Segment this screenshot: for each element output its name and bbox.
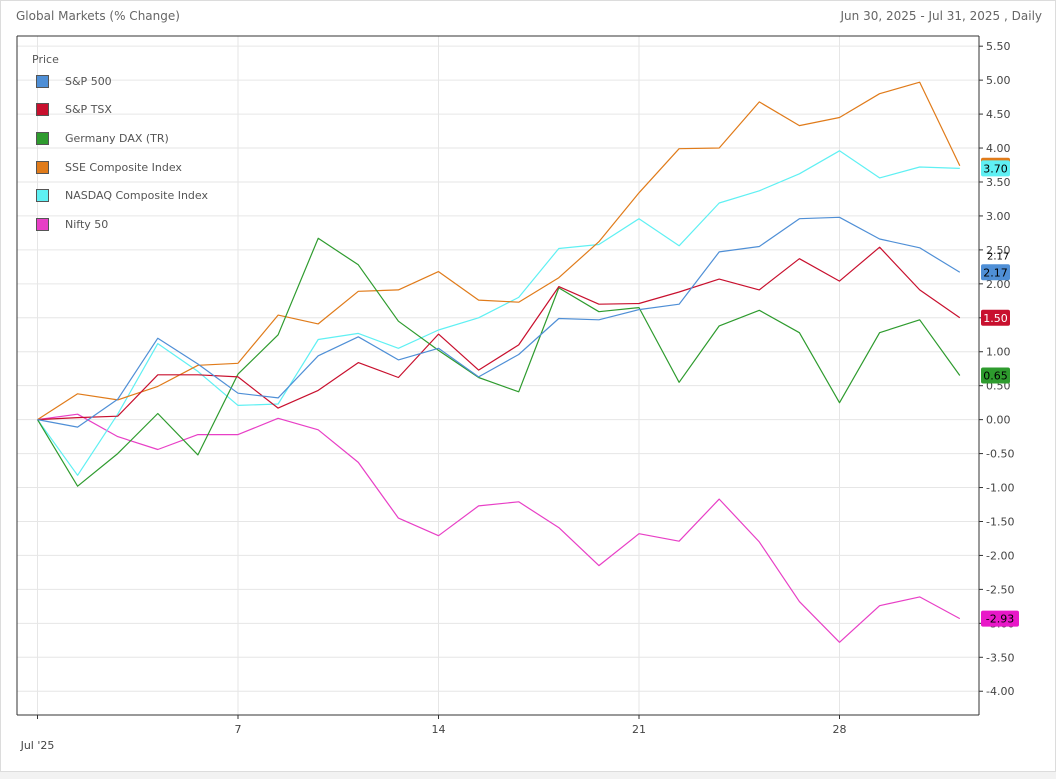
legend-item[interactable]: Germany DAX (TR): [32, 131, 208, 160]
y-tick-label: 4.50: [986, 108, 1011, 121]
y-tick-label: 3.50: [986, 176, 1011, 189]
x-tick-label: 28: [833, 723, 847, 736]
legend-swatch: [36, 74, 49, 88]
x-tick-label: 21: [632, 723, 646, 736]
series-line-nifty-50[interactable]: [37, 413, 961, 643]
legend: Price S&P 500 S&P TSX Germany DAX (TR) SSE …: [32, 53, 208, 246]
series-line-sse-composite-index[interactable]: [37, 81, 961, 421]
y-tick-label: 1.00: [986, 346, 1011, 359]
legend-label: Nifty 50: [65, 217, 109, 231]
y-tick-label: 5.50: [986, 40, 1011, 53]
legend-item[interactable]: Nifty 50: [32, 217, 208, 246]
legend-swatch: [36, 217, 49, 231]
x-tick-label: 14: [432, 723, 446, 736]
last-value-tag: [981, 264, 1010, 281]
last-value-label: 0.65: [983, 370, 1008, 383]
chart-title: Global Markets (% Change): [16, 9, 180, 23]
y-tick-label: -1.00: [986, 482, 1014, 495]
last-value-tag: [981, 610, 1019, 627]
legend-label: SSE Composite Index: [65, 160, 182, 174]
last-value-label: 2.17: [983, 266, 1008, 279]
crosshair-label: 2.17: [987, 251, 1009, 262]
y-tick-label: -0.50: [986, 448, 1014, 461]
legend-label: S&P TSX: [65, 103, 112, 117]
legend-swatch: [36, 103, 49, 117]
legend-item[interactable]: S&P TSX: [32, 103, 208, 132]
y-tick-label: -2.00: [986, 549, 1014, 562]
last-value-label: 1.50: [983, 312, 1008, 325]
last-value-tag: [981, 309, 1010, 326]
y-tick-label: 5.00: [986, 74, 1011, 87]
last-value-label: 3.70: [983, 162, 1008, 175]
y-tick-label: 0.00: [986, 414, 1011, 427]
y-tick-label: -2.50: [986, 583, 1014, 596]
legend-item[interactable]: NASDAQ Composite Index: [32, 188, 208, 217]
series-line-s-p-500[interactable]: [37, 216, 961, 428]
legend-swatch: [36, 189, 49, 203]
legend-item[interactable]: S&P 500: [32, 74, 208, 103]
y-tick-label: -4.00: [986, 685, 1014, 698]
legend-item[interactable]: SSE Composite Index: [32, 160, 208, 189]
y-tick-label: 3.00: [986, 210, 1011, 223]
legend-label: Germany DAX (TR): [65, 131, 169, 145]
last-value-tag: [981, 367, 1010, 384]
y-tick-label: 2.50: [986, 244, 1011, 257]
x-tick-label: 7: [235, 723, 242, 736]
legend-title: Price: [32, 53, 59, 66]
last-value-tag: [981, 160, 1010, 177]
x-axis-sublabel: Jul '25: [20, 739, 55, 752]
legend-swatch: [36, 160, 49, 174]
legend-swatch: [36, 131, 49, 145]
series-line-nasdaq-composite-index[interactable]: [37, 150, 960, 476]
y-tick-label: -3.50: [986, 651, 1014, 664]
last-value-label: -2.93: [986, 613, 1014, 626]
legend-label: NASDAQ Composite Index: [65, 189, 208, 203]
y-tick-label: -1.50: [986, 515, 1014, 528]
series-line-germany-dax-tr[interactable]: [36, 237, 961, 487]
series-line-s-p-tsx[interactable]: [37, 246, 961, 421]
y-tick-label: 2.00: [986, 278, 1011, 291]
date-range[interactable]: Jun 30, 2025 - Jul 31, 2025 , Daily: [840, 9, 1043, 23]
legend-label: S&P 500: [65, 74, 112, 88]
y-tick-label: 4.00: [986, 142, 1011, 155]
